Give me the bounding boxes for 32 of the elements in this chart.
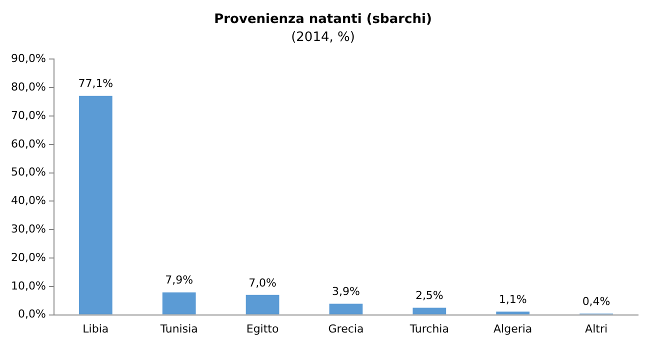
bar xyxy=(412,308,446,314)
chart-title: Provenienza natanti (sbarchi) xyxy=(214,12,432,28)
y-tick-label: 90,0% xyxy=(10,52,46,66)
bar xyxy=(496,312,530,314)
data-label: 2,5% xyxy=(415,289,444,302)
bar xyxy=(78,96,112,314)
y-tick-label: 60,0% xyxy=(10,137,46,150)
data-label: 7,0% xyxy=(248,276,277,290)
y-tick-label: 70,0% xyxy=(10,108,46,122)
x-tick-label: Algeria xyxy=(494,322,532,336)
data-label: 1,1% xyxy=(498,293,527,306)
y-tick-label: 30,0% xyxy=(10,222,46,236)
x-tick-label: Tunisia xyxy=(159,322,198,336)
y-tick-label: 40,0% xyxy=(10,194,46,208)
x-tick-label: Egitto xyxy=(246,322,279,336)
chart-subtitle: (2014, %) xyxy=(291,30,355,45)
y-tick-label: 50,0% xyxy=(10,166,46,179)
x-tick-label: Altri xyxy=(585,322,608,336)
x-tick-label: Libia xyxy=(82,322,109,336)
data-label: 77,1% xyxy=(78,77,114,90)
y-tick-label: 80,0% xyxy=(10,80,46,94)
x-tick-label: Turchia xyxy=(408,322,449,336)
bar xyxy=(246,294,280,314)
bar xyxy=(162,292,196,314)
y-tick-label: 0,0% xyxy=(18,308,46,321)
y-tick-label: 20,0% xyxy=(10,250,46,264)
x-tick-label: Grecia xyxy=(328,322,364,336)
bar xyxy=(329,304,363,314)
data-label: 3,9% xyxy=(332,285,360,298)
data-label: 7,9% xyxy=(165,274,194,287)
y-tick-label: 10,0% xyxy=(10,279,46,292)
data-label: 0,4% xyxy=(582,295,610,308)
